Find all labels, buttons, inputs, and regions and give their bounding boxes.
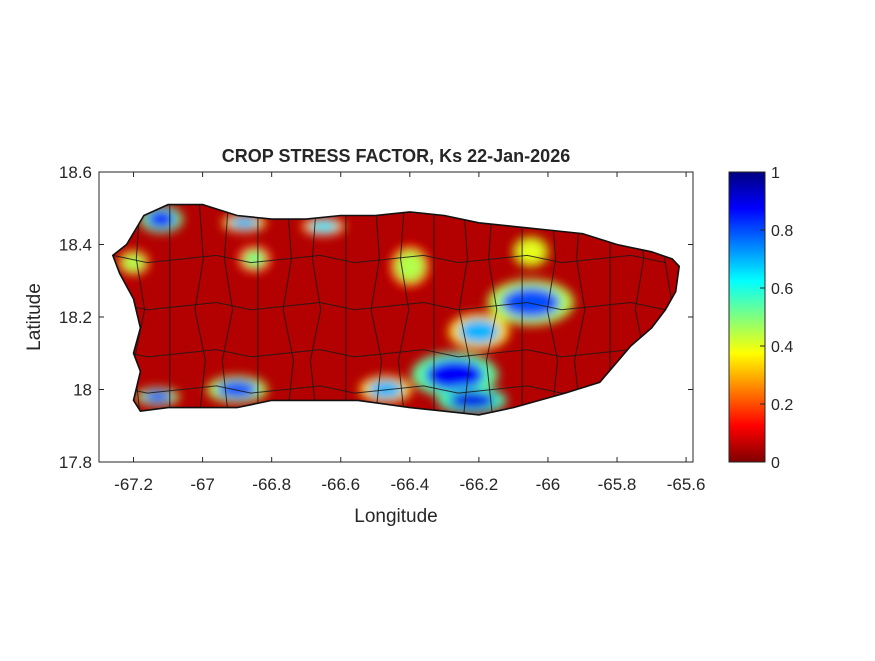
stress-zone bbox=[146, 209, 176, 229]
municipality-boundary bbox=[309, 204, 322, 415]
x-tick-label: -66.8 bbox=[252, 475, 291, 494]
colorbar-tick-label: 1 bbox=[771, 165, 780, 182]
municipality-boundaries bbox=[112, 204, 674, 415]
municipality-boundary bbox=[194, 204, 206, 415]
stress-zone bbox=[458, 319, 500, 344]
x-tick-label: -67.2 bbox=[114, 475, 153, 494]
colorbar-tick-label: 0.8 bbox=[771, 223, 793, 240]
stress-zone bbox=[308, 220, 339, 233]
y-axis-label: Latitude bbox=[24, 283, 45, 351]
y-tick-label: 18.2 bbox=[59, 308, 92, 327]
x-tick-label: -65.8 bbox=[598, 475, 637, 494]
y-tick-label: 18 bbox=[73, 381, 92, 400]
municipality-boundary bbox=[370, 204, 383, 415]
y-tick-label: 17.8 bbox=[59, 453, 92, 472]
stress-zone bbox=[425, 359, 485, 391]
colorbar-tick-label: 0.6 bbox=[771, 281, 793, 298]
y-tick-label: 18.6 bbox=[59, 163, 92, 182]
stress-zone bbox=[501, 287, 561, 318]
x-tick-label: -66.6 bbox=[321, 475, 360, 494]
municipality-boundary bbox=[485, 204, 498, 415]
municipality-boundary bbox=[397, 204, 410, 415]
municipality-boundary bbox=[221, 204, 234, 415]
municipality-boundary bbox=[112, 349, 666, 358]
colorbar: 0 0.2 0.4 0.6 0.8 1 bbox=[728, 165, 793, 472]
stress-zone bbox=[216, 380, 258, 399]
island-outline bbox=[111, 203, 681, 416]
x-tick-label: -66.2 bbox=[460, 475, 499, 494]
x-tick-label: -67 bbox=[190, 475, 215, 494]
municipality-boundary bbox=[546, 204, 559, 415]
colorbar-tick-label: 0.2 bbox=[771, 397, 793, 414]
municipality-boundary bbox=[112, 301, 666, 311]
colorbar-ticks: 0 0.2 0.4 0.6 0.8 1 bbox=[760, 165, 793, 472]
x-tick-label: -65.6 bbox=[667, 475, 706, 494]
x-tick-label: -66 bbox=[536, 475, 561, 494]
municipality-boundary bbox=[282, 204, 294, 415]
stress-zone bbox=[143, 390, 173, 403]
y-tick-label: 18.4 bbox=[59, 236, 92, 255]
x-tick-label: -66.4 bbox=[390, 475, 429, 494]
y-axis-ticks: 17.8 18 18.2 18.4 18.6 bbox=[59, 163, 693, 472]
colorbar-tick-label: 0.4 bbox=[771, 339, 793, 356]
stress-zone bbox=[448, 391, 496, 410]
municipality-boundary bbox=[112, 254, 666, 264]
municipality-boundary bbox=[573, 204, 586, 415]
stress-zone bbox=[121, 253, 146, 272]
x-axis-ticks: -67.2 -67 -66.8 -66.6 -66.4 -66.2 -66 -65.8 -65.… bbox=[114, 172, 705, 494]
stress-zone bbox=[516, 239, 546, 265]
x-axis-label: Longitude bbox=[354, 506, 437, 527]
stress-zone bbox=[229, 216, 259, 229]
colorbar-gradient bbox=[728, 171, 766, 463]
chart-title: CROP STRESS FACTOR, Ks 22-Jan-2026 bbox=[222, 146, 570, 166]
stress-zone bbox=[242, 249, 267, 269]
colorbar-tick-label: 0 bbox=[771, 455, 780, 472]
